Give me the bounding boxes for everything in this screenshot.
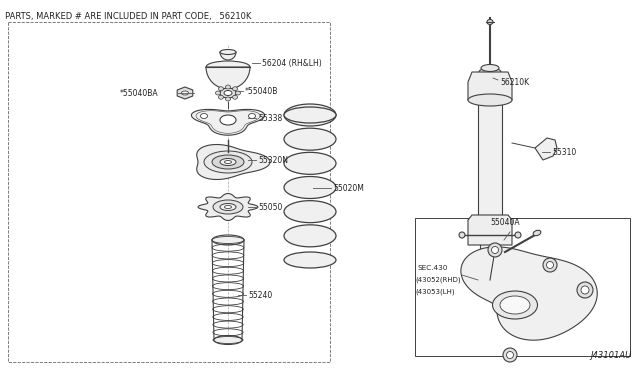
Wedge shape (220, 52, 236, 60)
Ellipse shape (232, 87, 237, 91)
Polygon shape (468, 72, 512, 100)
Ellipse shape (225, 160, 232, 164)
Ellipse shape (506, 352, 513, 359)
Text: (43053(LH): (43053(LH) (415, 289, 454, 295)
Ellipse shape (220, 158, 236, 166)
Text: PARTS, MARKED # ARE INCLUDED IN PART CODE,   56210K: PARTS, MARKED # ARE INCLUDED IN PART COD… (5, 12, 252, 21)
Bar (8, 22, 330, 362)
Bar (415, 218, 630, 356)
Text: SEC.430: SEC.430 (418, 265, 449, 271)
Polygon shape (535, 138, 557, 160)
Ellipse shape (284, 152, 336, 174)
Bar (480, 220, 500, 280)
Ellipse shape (492, 247, 499, 253)
Text: *55040BA: *55040BA (120, 89, 159, 97)
Ellipse shape (284, 107, 336, 123)
Ellipse shape (220, 88, 236, 98)
Ellipse shape (284, 128, 336, 150)
Wedge shape (206, 67, 250, 89)
Ellipse shape (225, 85, 230, 89)
Ellipse shape (248, 113, 255, 119)
Ellipse shape (218, 87, 223, 91)
Ellipse shape (200, 113, 207, 119)
Ellipse shape (543, 258, 557, 272)
Ellipse shape (487, 19, 493, 25)
Ellipse shape (577, 282, 593, 298)
Ellipse shape (493, 291, 538, 319)
Ellipse shape (459, 232, 465, 238)
Ellipse shape (218, 95, 223, 99)
Polygon shape (468, 215, 512, 245)
Ellipse shape (212, 235, 244, 245)
Polygon shape (461, 247, 597, 340)
Ellipse shape (515, 232, 521, 238)
Ellipse shape (488, 243, 502, 257)
Ellipse shape (547, 262, 554, 269)
Ellipse shape (503, 348, 517, 362)
Ellipse shape (284, 176, 336, 199)
Ellipse shape (236, 91, 241, 95)
Text: 55020M: 55020M (333, 183, 364, 192)
Text: (43052(RHD): (43052(RHD) (415, 277, 461, 283)
Ellipse shape (214, 336, 242, 344)
Text: 56210K: 56210K (500, 77, 529, 87)
Ellipse shape (220, 115, 236, 125)
Ellipse shape (213, 200, 243, 214)
Ellipse shape (232, 95, 237, 99)
Ellipse shape (533, 230, 541, 236)
Ellipse shape (224, 90, 232, 96)
Ellipse shape (479, 68, 501, 76)
Ellipse shape (284, 252, 336, 268)
Bar (478, 100, 502, 220)
Text: 55320N: 55320N (258, 155, 288, 164)
Ellipse shape (284, 225, 336, 247)
Polygon shape (191, 109, 264, 135)
Polygon shape (177, 87, 193, 99)
Ellipse shape (212, 155, 244, 169)
Ellipse shape (220, 49, 236, 55)
Text: 55050: 55050 (258, 202, 282, 212)
Text: 55040A: 55040A (490, 218, 520, 227)
Polygon shape (198, 193, 258, 221)
Polygon shape (196, 144, 270, 179)
Text: 55338: 55338 (258, 113, 282, 122)
Ellipse shape (182, 91, 189, 95)
Text: J43101AU: J43101AU (591, 351, 632, 360)
Ellipse shape (284, 104, 336, 126)
Ellipse shape (468, 94, 512, 106)
Ellipse shape (581, 286, 589, 294)
Text: 55310: 55310 (552, 148, 576, 157)
Ellipse shape (500, 296, 530, 314)
Text: 55240: 55240 (248, 291, 272, 299)
Text: *55040B: *55040B (245, 87, 278, 96)
Ellipse shape (481, 64, 499, 71)
Ellipse shape (204, 151, 252, 173)
Ellipse shape (220, 203, 236, 211)
Ellipse shape (284, 201, 336, 223)
Ellipse shape (206, 61, 250, 73)
Ellipse shape (225, 97, 230, 101)
Ellipse shape (225, 205, 232, 208)
Ellipse shape (216, 91, 221, 95)
Text: 56204 (RH&LH): 56204 (RH&LH) (262, 58, 322, 67)
